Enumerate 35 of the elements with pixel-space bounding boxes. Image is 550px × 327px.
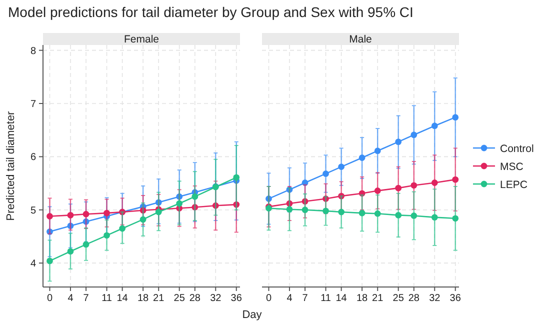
x-tick-label: 7 (83, 293, 90, 304)
x-tick-label: 14 (116, 293, 128, 304)
x-tick-label: 36 (230, 293, 242, 304)
x-tick-label: 21 (372, 293, 384, 304)
y-tick-label: 6 (30, 152, 36, 164)
legend-label: MSC (500, 161, 524, 173)
x-tick-label: 32 (210, 293, 222, 304)
x-tick-label: 0 (266, 293, 272, 304)
x-tick-label: 11 (102, 293, 112, 304)
y-tick-label: 8 (30, 46, 36, 57)
x-axis-title: Day (242, 309, 262, 321)
x-tick-label: 25 (174, 293, 186, 304)
x-tick-label: 7 (302, 293, 308, 304)
chart-subtitle: Male (349, 34, 372, 46)
x-tick-label: 4 (68, 293, 74, 304)
x-tick-label: 28 (189, 293, 201, 304)
x-tick-label: 36 (450, 293, 462, 304)
x-tick-label: 11 (320, 293, 332, 304)
x-tick-label: 4 (286, 293, 293, 304)
x-tick-label: 0 (46, 293, 53, 304)
x-tick-label: 14 (336, 293, 348, 304)
legend-label: Control (500, 143, 534, 155)
y-tick-label: 5 (30, 205, 36, 216)
x-tick-label: 18 (356, 293, 368, 304)
x-tick-label: 32 (429, 293, 441, 304)
x-tick-label: 21 (153, 293, 165, 304)
x-tick-label: 18 (137, 293, 150, 304)
x-tick-label: 28 (408, 293, 420, 304)
y-axis-title: Predicted tail diameter (5, 110, 17, 221)
chart-subtitle: Female (124, 34, 160, 46)
chart-title: Model predictions for tail diameter by Group and Sex with 95% CI (8, 4, 414, 20)
x-tick-label: 25 (392, 293, 404, 304)
legend-label: LEPC (500, 179, 528, 191)
y-tick-label: 7 (30, 99, 36, 110)
y-tick-label: 4 (30, 258, 36, 270)
